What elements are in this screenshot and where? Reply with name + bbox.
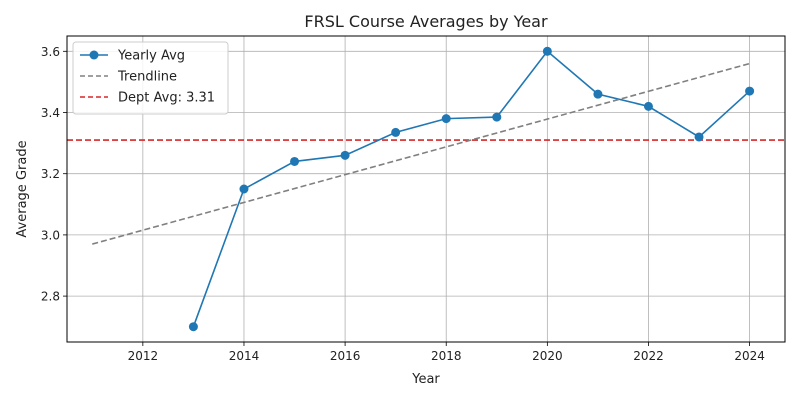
data-point [542,46,552,56]
x-axis-label: Year [411,372,440,387]
y-axis-label: Average Grade [15,140,30,237]
y-tick-label: 3.2 [41,167,60,181]
y-tick-label: 3.6 [41,45,60,59]
legend-box [72,41,229,115]
x-tick-label: 2020 [532,349,563,363]
x-tick-label: 2022 [633,349,664,363]
x-tick-label: 2014 [229,349,260,363]
y-axis: 2.8 3.0 3.2 3.4 3.6 [41,45,67,304]
legend-marker-yearly-avg [89,50,99,60]
legend-label-trendline: Trendline [117,70,177,85]
y-tick-label: 3.0 [41,228,60,242]
y-tick-label: 2.8 [41,290,60,304]
data-point [391,127,401,137]
x-axis: 2012 2014 2016 2018 2020 2022 2024 [128,342,765,363]
data-point [340,150,350,160]
data-point [290,156,300,166]
data-point [643,101,653,111]
chart-title: FRSL Course Averages by Year [304,12,548,31]
x-tick-label: 2024 [734,349,765,363]
data-point [492,112,502,122]
data-point [694,132,704,142]
x-tick-label: 2016 [330,349,361,363]
yearly-avg-line [192,50,751,327]
series-layer [92,46,755,332]
data-point [593,89,603,99]
legend-label-dept-avg: Dept Avg: 3.31 [118,91,215,106]
data-point [239,184,249,194]
data-point [441,114,451,124]
y-tick-label: 3.4 [41,106,60,120]
plot-area-frame [66,35,786,343]
x-tick-label: 2012 [128,349,159,363]
legend-label-yearly-avg: Yearly Avg [117,49,185,64]
x-tick-label: 2018 [431,349,462,363]
legend: Yearly Avg Trendline Dept Avg: 3.31 [72,41,229,115]
data-point [745,86,755,96]
data-point [188,322,198,332]
trendline-line [92,62,750,245]
